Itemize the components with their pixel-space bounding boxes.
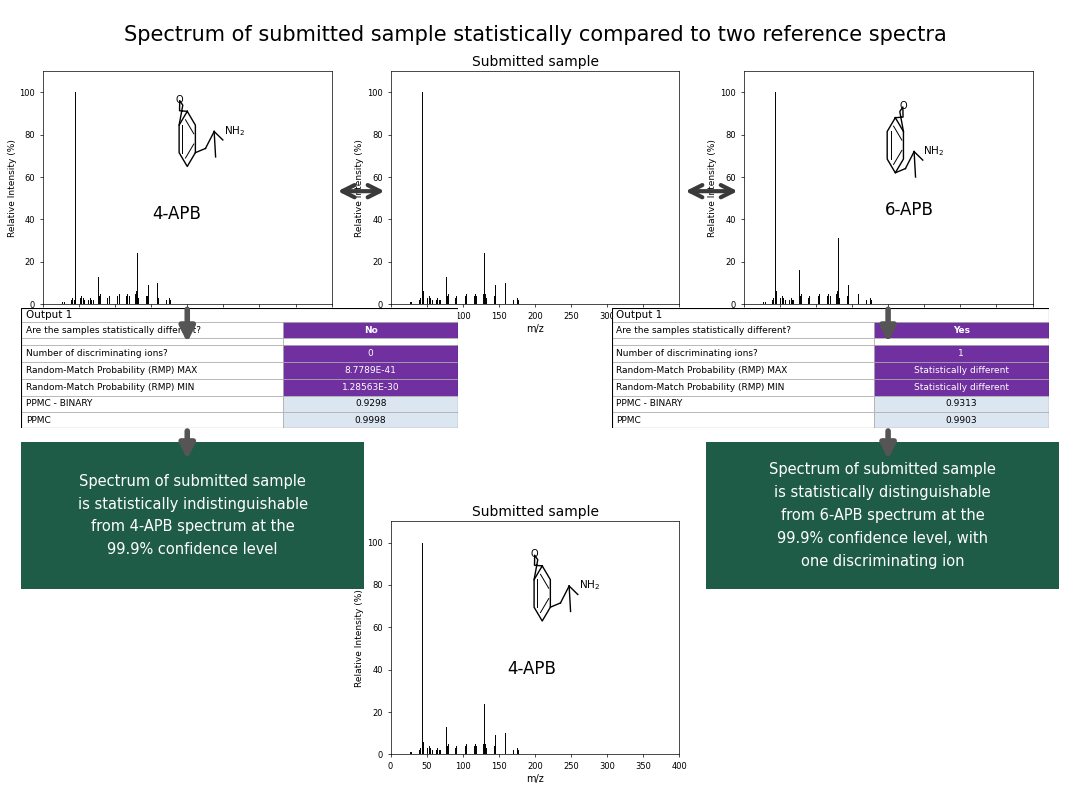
Bar	[874, 412, 1049, 428]
Bar	[874, 396, 1049, 412]
Text: Random-Match Probability (RMP) MIN: Random-Match Probability (RMP) MIN	[616, 382, 784, 392]
Bar	[21, 362, 284, 378]
Bar	[21, 412, 284, 428]
Text: Yes: Yes	[952, 325, 969, 335]
Bar	[284, 345, 458, 362]
Bar	[874, 362, 1049, 378]
FancyBboxPatch shape	[11, 438, 374, 593]
Text: 1: 1	[959, 349, 964, 358]
Text: Output 1: Output 1	[26, 310, 72, 320]
Text: Statistically different: Statistically different	[914, 382, 1009, 392]
X-axis label: m/z: m/z	[880, 324, 897, 333]
Bar	[612, 322, 874, 338]
Bar	[21, 308, 458, 322]
Text: PPMC - BINARY: PPMC - BINARY	[26, 399, 92, 408]
Text: O: O	[900, 101, 907, 111]
Bar	[21, 396, 284, 412]
Bar	[612, 362, 874, 378]
Bar	[612, 412, 874, 428]
Text: Spectrum of submitted sample statistically compared to two reference spectra: Spectrum of submitted sample statistical…	[124, 25, 946, 45]
Bar	[612, 338, 874, 345]
Text: PPMC - BINARY: PPMC - BINARY	[616, 399, 683, 408]
Bar	[21, 345, 284, 362]
Text: Random-Match Probability (RMP) MIN: Random-Match Probability (RMP) MIN	[26, 382, 194, 392]
Bar	[612, 345, 874, 362]
Title: Submitted sample: Submitted sample	[472, 505, 598, 519]
Text: NH$_2$: NH$_2$	[224, 124, 245, 137]
Text: Are the samples statistically different?: Are the samples statistically different?	[26, 325, 201, 335]
Bar	[21, 322, 284, 338]
Text: Are the samples statistically different?: Are the samples statistically different?	[616, 325, 792, 335]
Text: O: O	[530, 549, 538, 559]
Text: Spectrum of submitted sample
is statistically indistinguishable
from 4-APB spect: Spectrum of submitted sample is statisti…	[77, 474, 308, 557]
Bar	[284, 378, 458, 396]
Text: NH$_2$: NH$_2$	[579, 578, 599, 592]
Bar	[874, 322, 1049, 338]
Bar	[874, 345, 1049, 362]
Bar	[21, 338, 284, 345]
Text: Random-Match Probability (RMP) MAX: Random-Match Probability (RMP) MAX	[616, 366, 788, 374]
Bar	[284, 412, 458, 428]
Text: 6-APB: 6-APB	[885, 201, 934, 219]
Bar	[284, 362, 458, 378]
Text: NH$_2$: NH$_2$	[923, 144, 945, 158]
Y-axis label: Relative Intensity (%): Relative Intensity (%)	[355, 139, 365, 236]
X-axis label: m/z: m/z	[179, 324, 196, 333]
Bar	[284, 396, 458, 412]
Bar	[612, 308, 1049, 322]
Text: PPMC: PPMC	[616, 416, 641, 424]
Bar	[284, 338, 458, 345]
Text: 4-APB: 4-APB	[507, 660, 555, 678]
Bar	[612, 378, 874, 396]
Text: 1.28563E-30: 1.28563E-30	[341, 382, 399, 392]
Bar	[874, 378, 1049, 396]
FancyBboxPatch shape	[696, 438, 1070, 593]
Bar	[284, 322, 458, 338]
Text: 0.9998: 0.9998	[355, 416, 386, 424]
Text: 0.9313: 0.9313	[946, 399, 977, 408]
Y-axis label: Relative Intensity (%): Relative Intensity (%)	[355, 589, 365, 687]
Text: O: O	[175, 95, 183, 104]
Text: 0: 0	[368, 349, 373, 358]
X-axis label: m/z: m/z	[526, 774, 544, 784]
Bar	[874, 338, 1049, 345]
X-axis label: m/z: m/z	[526, 324, 544, 333]
Title: Submitted sample: Submitted sample	[472, 55, 598, 69]
Text: Number of discriminating ions?: Number of discriminating ions?	[26, 349, 168, 358]
Text: 0.9903: 0.9903	[946, 416, 977, 424]
Bar	[612, 396, 874, 412]
Text: 0.9298: 0.9298	[355, 399, 386, 408]
Text: Statistically different: Statistically different	[914, 366, 1009, 374]
Text: PPMC: PPMC	[26, 416, 50, 424]
Text: Output 1: Output 1	[616, 310, 662, 320]
Text: Random-Match Probability (RMP) MAX: Random-Match Probability (RMP) MAX	[26, 366, 197, 374]
Bar	[21, 378, 284, 396]
Text: No: No	[364, 325, 378, 335]
Y-axis label: Relative Intensity (%): Relative Intensity (%)	[7, 139, 17, 236]
Text: 4-APB: 4-APB	[152, 205, 201, 224]
Text: 8.7789E-41: 8.7789E-41	[345, 366, 397, 374]
Text: Spectrum of submitted sample
is statistically distinguishable
from 6-APB spectru: Spectrum of submitted sample is statisti…	[769, 462, 996, 569]
Y-axis label: Relative Intensity (%): Relative Intensity (%)	[708, 139, 718, 236]
Text: Number of discriminating ions?: Number of discriminating ions?	[616, 349, 759, 358]
